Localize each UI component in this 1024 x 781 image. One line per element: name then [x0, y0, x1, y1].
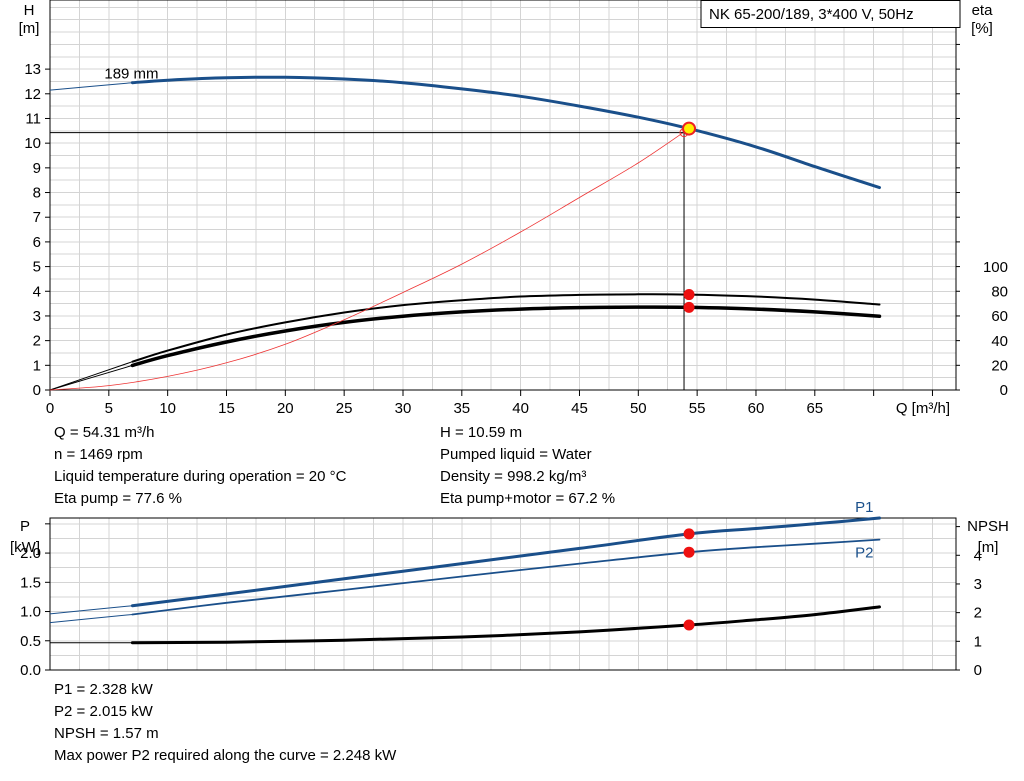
- x-tick-label: 10: [159, 400, 176, 417]
- bottom-plot-frame: [49, 517, 957, 671]
- top-series-3-line: [49, 128, 690, 391]
- x-tick-label: 45: [571, 400, 588, 417]
- x-tick-label: 0: [46, 400, 54, 417]
- y-left-tick-label: 5: [33, 259, 41, 276]
- npsh-tick-label: 3: [974, 576, 982, 593]
- y-right-axis-unit: [%]: [971, 20, 993, 37]
- duty-point-marker: [682, 121, 697, 136]
- npsh-axis-label: NPSH: [967, 518, 1009, 535]
- x-tick-label: 50: [630, 400, 647, 417]
- bottom-series-0-line: [130, 516, 881, 608]
- p2-value: P2 = 2.015 kW: [54, 703, 153, 720]
- bottom-duty-marker-0: [683, 528, 695, 540]
- y-left-tick-label: 2: [33, 333, 41, 350]
- max-power-value: Max power P2 required along the curve = …: [54, 747, 397, 764]
- y-right-tick-label: 0: [1000, 382, 1008, 399]
- top-series-0-extension: [49, 82, 133, 91]
- y-left-axis-label: H: [24, 2, 35, 19]
- pumped-liquid-value: Pumped liquid = Water: [440, 446, 592, 463]
- eta-pump-motor-value: Eta pump+motor = 67.2 %: [440, 490, 616, 507]
- y-left-tick-label: 10: [24, 135, 41, 152]
- duty-info-right: H = 10.59 m Pumped liquid = Water Densit…: [440, 422, 615, 510]
- y-left-tick-label: 0: [33, 382, 41, 399]
- y-left-tick-label: 4: [33, 283, 41, 300]
- bottom-duty-marker-1: [683, 546, 695, 558]
- power-info: P1 = 2.328 kW P2 = 2.015 kW NPSH = 1.57 …: [54, 679, 396, 767]
- x-axis-label: Q [m³/h]: [896, 400, 950, 417]
- bottom-grid: [50, 518, 956, 670]
- top-series-1-extension: [49, 361, 133, 391]
- x-tick-label: 35: [453, 400, 470, 417]
- x-tick-label: 25: [336, 400, 353, 417]
- eta-total-marker: [683, 301, 695, 313]
- y-right-axis-label: eta: [972, 2, 994, 19]
- y-left-tick-label: 6: [33, 234, 41, 251]
- x-tick-label: 40: [512, 400, 529, 417]
- speed-value: n = 1469 rpm: [54, 446, 143, 463]
- p-tick-label: 0.5: [20, 633, 41, 650]
- x-tick-label: 20: [277, 400, 294, 417]
- series-label-p1: P1: [855, 499, 873, 516]
- chart-title-box: [700, 0, 961, 28]
- bottom-duty-marker-2: [683, 619, 695, 631]
- y-right-tick-label: 60: [991, 308, 1008, 325]
- duty-info-left: Q = 54.31 m³/h n = 1469 rpm Liquid tempe…: [54, 422, 346, 510]
- npsh-value: NPSH = 1.57 m: [54, 725, 159, 742]
- y-left-tick-label: 7: [33, 209, 41, 226]
- y-left-tick-label: 8: [33, 185, 41, 202]
- x-tick-label: 30: [395, 400, 412, 417]
- npsh-tick-label: 4: [974, 547, 982, 564]
- p-axis-unit: [kW]: [10, 539, 40, 556]
- y-right-tick-label: 20: [991, 357, 1008, 374]
- head-value: H = 10.59 m: [440, 424, 523, 441]
- top-series-2-line: [130, 305, 882, 368]
- y-left-tick-label: 1: [33, 357, 41, 374]
- top-series-1-line: [131, 293, 881, 363]
- top-series-0-line: [130, 75, 881, 190]
- x-tick-label: 5: [105, 400, 113, 417]
- npsh-tick-label: 1: [974, 633, 982, 650]
- p-tick-label: 1.0: [20, 604, 41, 621]
- series-label-p2: P2: [855, 545, 873, 562]
- p-axis-label: P: [20, 518, 30, 535]
- p-tick-label: 2.0: [20, 545, 41, 562]
- eta-pump-value: Eta pump = 77.6 %: [54, 490, 182, 507]
- bottom-series-2-line: [130, 605, 881, 645]
- eta-pump-marker: [683, 289, 695, 301]
- top-series-2-extension: [49, 364, 133, 391]
- npsh-axis-unit: [m]: [978, 539, 999, 556]
- p-tick-label: 0.0: [20, 662, 41, 679]
- bottom-series-0-extension: [49, 605, 133, 615]
- y-left-tick-label: 13: [24, 61, 41, 78]
- x-tick-label: 65: [806, 400, 823, 417]
- y-right-tick-label: 40: [991, 333, 1008, 350]
- x-tick-label: 15: [218, 400, 235, 417]
- y-left-tick-label: 11: [25, 110, 41, 127]
- y-left-axis-unit: [m]: [19, 20, 40, 37]
- bottom-series-1-extension: [49, 614, 133, 624]
- chart-title: NK 65-200/189, 3*400 V, 50Hz: [709, 6, 914, 23]
- npsh-tick-label: 0: [974, 662, 982, 679]
- impeller-diameter-label: 189 mm: [104, 66, 158, 83]
- top-grid: [50, 0, 956, 390]
- top-plot-frame: [49, 0, 957, 391]
- x-tick-label: 55: [689, 400, 706, 417]
- y-right-tick-label: 80: [991, 284, 1008, 301]
- y-left-tick-label: 12: [24, 86, 41, 103]
- y-left-tick-label: 9: [33, 160, 41, 177]
- liquid-temperature-value: Liquid temperature during operation = 20…: [54, 468, 347, 485]
- p-tick-label: 1.5: [20, 574, 41, 591]
- npsh-tick-label: 2: [974, 605, 982, 622]
- y-right-tick-label: 100: [983, 259, 1008, 276]
- p1-value: P1 = 2.328 kW: [54, 681, 153, 698]
- x-tick-label: 60: [748, 400, 765, 417]
- bottom-series-1-line: [131, 538, 881, 616]
- density-value: Density = 998.2 kg/m³: [440, 468, 587, 485]
- flow-value: Q = 54.31 m³/h: [54, 424, 155, 441]
- y-left-tick-label: 3: [33, 308, 41, 325]
